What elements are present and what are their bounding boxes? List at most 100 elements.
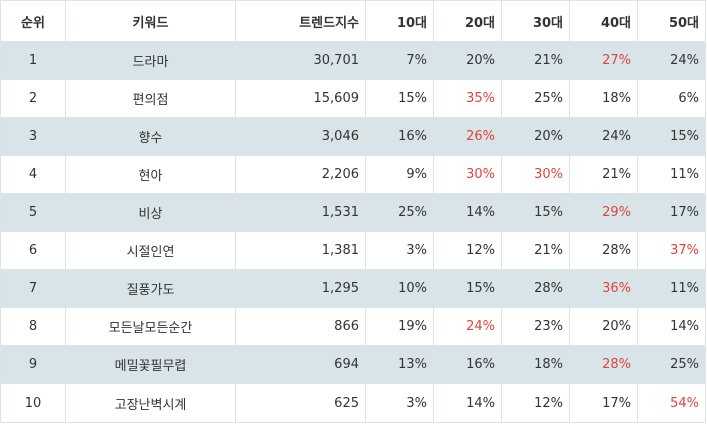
- age-20s-cell: 30%: [433, 155, 502, 194]
- trend-index-cell: 1,295: [235, 269, 366, 308]
- table-row: 10 고장난벽시계 625 3% 14% 12% 17% 54%: [0, 383, 706, 423]
- age-40s-cell: 36%: [569, 269, 638, 308]
- age-40s-cell: 17%: [569, 383, 638, 423]
- trend-index-cell: 866: [235, 307, 366, 346]
- trend-index-cell: 1,381: [235, 231, 366, 270]
- keyword-cell: 시절인연: [65, 231, 236, 270]
- age-40s-cell: 18%: [569, 79, 638, 118]
- keyword-cell: 질풍가도: [65, 269, 236, 308]
- age-50s-cell: 6%: [637, 79, 706, 118]
- age-40s-cell: 21%: [569, 155, 638, 194]
- age-50s-cell: 14%: [637, 307, 706, 346]
- header-rank: 순위: [0, 0, 66, 42]
- header-age-40s: 40대: [569, 0, 638, 42]
- table-row: 9 메밀꽃필무렵 694 13% 16% 18% 28% 25%: [0, 345, 706, 384]
- age-30s-cell: 15%: [501, 193, 570, 232]
- header-trend-index: 트렌드지수: [235, 0, 366, 42]
- rank-cell: 9: [0, 345, 66, 384]
- age-50s-cell: 24%: [637, 41, 706, 80]
- keyword-cell: 현아: [65, 155, 236, 194]
- rank-cell: 6: [0, 231, 66, 270]
- trend-index-cell: 2,206: [235, 155, 366, 194]
- trend-index-cell: 625: [235, 383, 366, 423]
- rank-cell: 4: [0, 155, 66, 194]
- table-row: 6 시절인연 1,381 3% 12% 21% 28% 37%: [0, 231, 706, 270]
- table-row: 1 드라마 30,701 7% 20% 21% 27% 24%: [0, 41, 706, 80]
- age-50s-cell: 15%: [637, 117, 706, 156]
- age-40s-cell: 20%: [569, 307, 638, 346]
- age-20s-cell: 16%: [433, 345, 502, 384]
- age-30s-cell: 30%: [501, 155, 570, 194]
- age-30s-cell: 18%: [501, 345, 570, 384]
- rank-cell: 3: [0, 117, 66, 156]
- age-20s-cell: 26%: [433, 117, 502, 156]
- age-10s-cell: 9%: [365, 155, 434, 194]
- keyword-cell: 모든날모든순간: [65, 307, 236, 346]
- age-40s-cell: 28%: [569, 345, 638, 384]
- age-10s-cell: 10%: [365, 269, 434, 308]
- keyword-cell: 메밀꽃필무렵: [65, 345, 236, 384]
- age-10s-cell: 25%: [365, 193, 434, 232]
- age-10s-cell: 3%: [365, 231, 434, 270]
- age-10s-cell: 7%: [365, 41, 434, 80]
- table-row: 2 편의점 15,609 15% 35% 25% 18% 6%: [0, 79, 706, 118]
- age-40s-cell: 28%: [569, 231, 638, 270]
- age-10s-cell: 16%: [365, 117, 434, 156]
- keyword-cell: 비상: [65, 193, 236, 232]
- age-30s-cell: 21%: [501, 41, 570, 80]
- age-50s-cell: 25%: [637, 345, 706, 384]
- header-keyword: 키워드: [65, 0, 236, 42]
- age-20s-cell: 35%: [433, 79, 502, 118]
- age-30s-cell: 20%: [501, 117, 570, 156]
- header-age-30s: 30대: [501, 0, 570, 42]
- age-20s-cell: 15%: [433, 269, 502, 308]
- header-age-50s: 50대: [637, 0, 706, 42]
- table-body: 1 드라마 30,701 7% 20% 21% 27% 24% 2 편의점 15,609 15% 35%…: [0, 41, 706, 423]
- age-30s-cell: 25%: [501, 79, 570, 118]
- trend-index-cell: 694: [235, 345, 366, 384]
- age-10s-cell: 15%: [365, 79, 434, 118]
- age-10s-cell: 13%: [365, 345, 434, 384]
- table-row: 4 현아 2,206 9% 30% 30% 21% 11%: [0, 155, 706, 194]
- age-30s-cell: 12%: [501, 383, 570, 423]
- age-40s-cell: 27%: [569, 41, 638, 80]
- age-10s-cell: 19%: [365, 307, 434, 346]
- age-30s-cell: 23%: [501, 307, 570, 346]
- keyword-cell: 편의점: [65, 79, 236, 118]
- age-50s-cell: 11%: [637, 155, 706, 194]
- header-age-10s: 10대: [365, 0, 434, 42]
- trend-index-cell: 15,609: [235, 79, 366, 118]
- age-30s-cell: 28%: [501, 269, 570, 308]
- age-20s-cell: 14%: [433, 383, 502, 423]
- age-10s-cell: 3%: [365, 383, 434, 423]
- rank-cell: 5: [0, 193, 66, 232]
- rank-cell: 10: [0, 383, 66, 423]
- age-20s-cell: 14%: [433, 193, 502, 232]
- trend-index-cell: 30,701: [235, 41, 366, 80]
- rank-cell: 2: [0, 79, 66, 118]
- table-row: 3 향수 3,046 16% 26% 20% 24% 15%: [0, 117, 706, 156]
- keyword-cell: 드라마: [65, 41, 236, 80]
- rank-cell: 7: [0, 269, 66, 308]
- rank-cell: 8: [0, 307, 66, 346]
- keyword-cell: 고장난벽시계: [65, 383, 236, 423]
- table-header-row: 순위 키워드 트렌드지수 10대 20대 30대 40대 50대: [0, 0, 706, 42]
- trend-index-cell: 3,046: [235, 117, 366, 156]
- trend-index-cell: 1,531: [235, 193, 366, 232]
- age-50s-cell: 17%: [637, 193, 706, 232]
- age-20s-cell: 20%: [433, 41, 502, 80]
- age-50s-cell: 54%: [637, 383, 706, 423]
- rank-cell: 1: [0, 41, 66, 80]
- age-40s-cell: 29%: [569, 193, 638, 232]
- age-40s-cell: 24%: [569, 117, 638, 156]
- age-20s-cell: 24%: [433, 307, 502, 346]
- table-row: 7 질풍가도 1,295 10% 15% 28% 36% 11%: [0, 269, 706, 308]
- header-age-20s: 20대: [433, 0, 502, 42]
- table-row: 5 비상 1,531 25% 14% 15% 29% 17%: [0, 193, 706, 232]
- table-row: 8 모든날모든순간 866 19% 24% 23% 20% 14%: [0, 307, 706, 346]
- keyword-cell: 향수: [65, 117, 236, 156]
- age-50s-cell: 11%: [637, 269, 706, 308]
- age-20s-cell: 12%: [433, 231, 502, 270]
- age-30s-cell: 21%: [501, 231, 570, 270]
